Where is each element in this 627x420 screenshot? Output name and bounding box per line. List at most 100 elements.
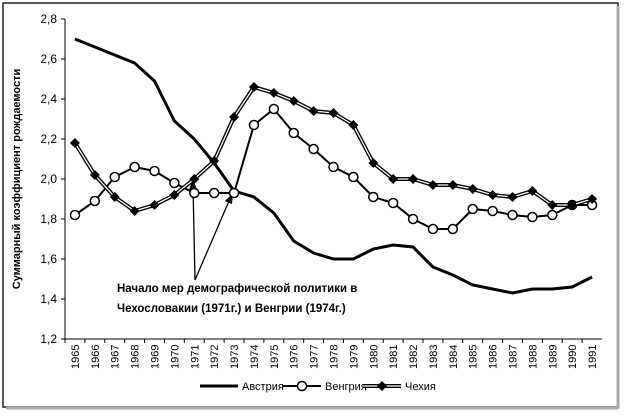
point: [149, 165, 160, 177]
point: [507, 192, 518, 202]
point: [407, 213, 419, 225]
point: [189, 174, 200, 184]
legend-marker: [377, 381, 387, 391]
point: [467, 184, 478, 194]
point: [308, 106, 319, 116]
point: [288, 96, 299, 106]
x-tick-label: 1981: [388, 345, 400, 369]
arrow: [194, 200, 230, 281]
point: [268, 103, 280, 115]
point: [388, 174, 399, 184]
x-tick-label: 1966: [90, 345, 102, 369]
y-tick-label: 1,2: [40, 332, 57, 346]
y-tick-label: 1,8: [40, 212, 57, 226]
legend-marker: [296, 380, 308, 392]
x-tick-label: 1991: [587, 345, 599, 369]
point: [587, 194, 598, 204]
point: [408, 174, 419, 184]
point: [348, 120, 359, 130]
point: [487, 190, 498, 200]
point: [547, 200, 558, 210]
x-tick-label: 1990: [567, 345, 579, 369]
point: [189, 187, 200, 199]
point: [447, 180, 458, 190]
x-tick-label: 1976: [289, 345, 301, 369]
frame: [2, 2, 619, 408]
series-line: [74, 37, 593, 295]
x-tick-label: 1965: [70, 345, 82, 369]
point: [527, 186, 538, 196]
arrow: [192, 185, 196, 281]
point: [129, 206, 140, 216]
x-tick-label: 1978: [329, 345, 341, 369]
point: [308, 143, 319, 155]
x-tick-label: 1977: [309, 345, 321, 369]
x-tick-label: 1986: [488, 345, 500, 369]
point: [89, 170, 100, 180]
point: [447, 223, 459, 235]
point: [288, 127, 299, 139]
y-tick-label: 2,2: [40, 132, 57, 146]
point: [387, 197, 399, 209]
x-tick-label: 1984: [448, 345, 460, 369]
point: [507, 209, 518, 221]
point: [208, 187, 220, 199]
point: [368, 191, 379, 203]
point: [467, 203, 478, 215]
point: [328, 161, 339, 173]
point: [368, 158, 379, 168]
x-tick-label: 1980: [368, 345, 380, 369]
x-tick-label: 1973: [229, 345, 241, 369]
point: [69, 138, 80, 148]
x-tick-label: 1983: [428, 345, 440, 369]
annotation: Чехословакии (1971г.) и Венгрии (1974г.): [117, 303, 346, 315]
point: [427, 223, 439, 235]
point: [248, 82, 259, 92]
x-tick-label: 1970: [169, 345, 181, 369]
point: [149, 200, 160, 210]
x-tick-label: 1982: [408, 345, 420, 369]
point: [169, 190, 180, 200]
point: [527, 211, 538, 223]
arrow-head: [189, 178, 197, 190]
point: [427, 180, 438, 190]
x-tick-label: 1971: [189, 345, 201, 369]
point: [547, 209, 558, 221]
point: [328, 108, 339, 118]
y-tick-label: 2,6: [40, 52, 57, 66]
point: [109, 171, 120, 183]
legend-label: Венгрия: [325, 381, 367, 393]
point: [268, 88, 279, 98]
x-tick-label: 1985: [468, 345, 480, 369]
legend-label: Чехия: [405, 381, 436, 393]
y-tick-label: 1,6: [40, 252, 57, 266]
point: [169, 177, 180, 189]
x-tick-label: 1987: [508, 345, 520, 369]
point: [109, 192, 120, 202]
point: [89, 195, 101, 207]
point: [129, 161, 140, 173]
point: [487, 205, 498, 217]
x-tick-label: 1972: [209, 345, 221, 369]
x-tick-label: 1968: [130, 345, 142, 369]
y-axis-label: Суммарный коэффициент рождаемости: [11, 69, 23, 290]
y-tick-label: 1,4: [40, 292, 57, 306]
point: [348, 171, 359, 183]
y-tick-label: 2,0: [40, 172, 57, 186]
x-tick-label: 1979: [348, 345, 360, 369]
point: [209, 156, 220, 166]
x-tick-label: 1988: [527, 345, 539, 369]
point: [229, 112, 240, 122]
x-tick-label: 1975: [269, 345, 281, 369]
x-tick-label: 1967: [110, 345, 122, 369]
point: [228, 187, 240, 199]
point: [567, 200, 578, 210]
y-tick-label: 2,4: [40, 92, 57, 106]
x-tick-label: 1974: [249, 345, 261, 369]
x-tick-label: 1989: [547, 345, 559, 369]
annotation: Начало мер демографической политики в: [117, 283, 357, 295]
x-tick-label: 1969: [150, 345, 162, 369]
point: [69, 209, 81, 221]
